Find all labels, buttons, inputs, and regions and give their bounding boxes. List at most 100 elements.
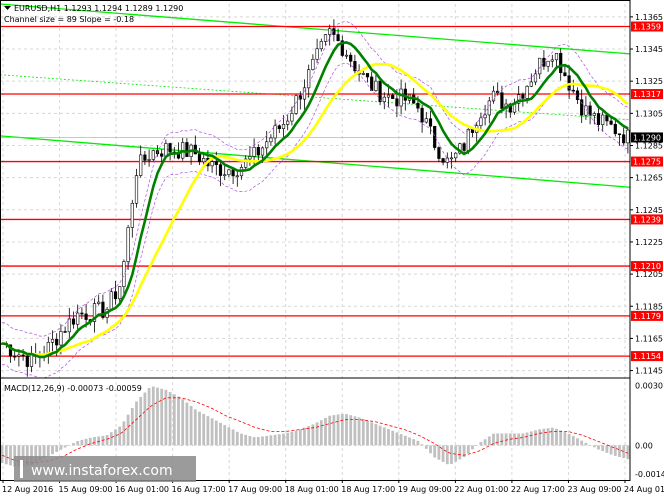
candle-body — [261, 148, 264, 155]
macd-histogram-bar — [601, 445, 604, 451]
candle-body — [551, 60, 554, 61]
macd-histogram-bar — [72, 443, 75, 445]
macd-histogram-bar — [589, 445, 592, 446]
candle-body — [400, 89, 403, 106]
candle-body — [614, 124, 617, 133]
candle-body — [593, 113, 596, 115]
macd-histogram-bar — [240, 434, 243, 446]
candle-body — [51, 339, 54, 342]
candle-body — [169, 143, 172, 152]
candle-body — [139, 155, 142, 176]
macd-histogram-bar — [295, 431, 298, 446]
macd-histogram-bar — [526, 433, 529, 446]
y-tick-label: 1.1345 — [635, 45, 663, 54]
macd-histogram-bar — [93, 437, 96, 445]
candle-body — [622, 135, 625, 143]
x-tick-label: 18 Aug 17:00 — [341, 485, 395, 494]
candle-body — [257, 147, 260, 155]
candle-body — [148, 159, 151, 160]
macd-tick-label: 0.00 — [635, 441, 653, 450]
macd-histogram-bar — [177, 397, 180, 446]
macd-histogram-bar — [186, 403, 189, 446]
macd-histogram-bar — [580, 441, 583, 446]
macd-histogram-bar — [597, 445, 600, 449]
candle-body — [488, 101, 491, 115]
macd-histogram-bar — [572, 436, 575, 445]
watermark-text: www.instaforex.com — [31, 463, 173, 479]
macd-histogram-bar — [118, 427, 121, 446]
candle-body — [543, 58, 546, 66]
candle-body — [396, 99, 399, 106]
macd-histogram-bar — [253, 437, 256, 445]
macd-histogram-bar — [190, 406, 193, 445]
candle-body — [135, 176, 138, 204]
macd-histogram-bar — [585, 443, 588, 446]
macd-histogram-bar — [488, 436, 491, 445]
candle-body — [362, 73, 365, 74]
candle-body — [597, 113, 600, 124]
candle-body — [131, 203, 134, 227]
macd-histogram-bar — [51, 445, 54, 454]
candle-body — [337, 35, 340, 41]
macd-histogram-bar — [320, 420, 323, 445]
macd-histogram-bar — [568, 434, 571, 445]
current-price-label: 1.1290 — [633, 133, 661, 142]
x-tick-label: 22 Aug 01:00 — [454, 485, 508, 494]
macd-histogram-bar — [110, 432, 113, 445]
macd-histogram-bar — [173, 394, 176, 445]
candle-body — [559, 53, 562, 72]
candle-body — [530, 82, 533, 86]
candle-body — [110, 292, 113, 310]
macd-histogram-bar — [198, 412, 201, 446]
candle-body — [76, 313, 79, 324]
macd-histogram-bar — [328, 416, 331, 446]
candle-body — [144, 155, 147, 160]
macd-histogram-bar — [249, 436, 252, 445]
macd-histogram-bar — [144, 393, 147, 446]
level-price-label: 1.1154 — [633, 352, 661, 361]
x-tick-label: 19 Aug 09:00 — [398, 485, 452, 494]
x-tick-label: 18 Aug 01:00 — [285, 485, 339, 494]
level-price-label: 1.1359 — [633, 23, 661, 32]
macd-histogram-bar — [618, 445, 621, 457]
macd-histogram-bar — [114, 429, 117, 445]
macd-histogram-bar — [232, 430, 235, 446]
macd-histogram-bar — [303, 428, 306, 446]
macd-histogram-bar — [316, 422, 319, 445]
macd-histogram-bar — [551, 428, 554, 446]
macd-histogram-bar — [454, 445, 457, 461]
y-tick-label: 1.1265 — [635, 174, 663, 183]
level-price-label: 1.1275 — [633, 158, 661, 167]
candle-body — [450, 158, 453, 159]
candle-body — [316, 49, 319, 60]
macd-histogram-bar — [131, 408, 134, 445]
macd-histogram-bar — [366, 421, 369, 446]
macd-histogram-bar — [5, 445, 8, 464]
macd-histogram-bar — [538, 429, 541, 445]
macd-histogram-bar — [139, 397, 142, 445]
candle-body — [345, 55, 348, 56]
macd-histogram-bar — [274, 435, 277, 446]
macd-histogram-bar — [341, 414, 344, 445]
candle-body — [454, 153, 457, 158]
macd-histogram-bar — [471, 445, 474, 449]
macd-histogram-bar — [421, 444, 424, 445]
macd-histogram-bar — [547, 428, 550, 445]
candle-body — [291, 113, 294, 121]
y-tick-label: 1.1145 — [635, 367, 663, 376]
x-tick-label: 16 Aug 01:00 — [115, 485, 169, 494]
macd-histogram-bar — [606, 445, 609, 452]
macd-histogram-bar — [622, 445, 625, 458]
candle-body — [387, 95, 390, 97]
macd-histogram-bar — [265, 436, 268, 445]
level-price-label: 1.1239 — [633, 215, 661, 224]
candle-body — [26, 356, 29, 367]
channel-header: Channel size = 89 Slope = -0.18 — [4, 15, 134, 24]
macd-histogram-bar — [433, 445, 436, 457]
candle-body — [202, 158, 205, 161]
candle-body — [555, 53, 558, 60]
candle-body — [324, 35, 327, 42]
macd-histogram-bar — [450, 445, 453, 464]
candle-body — [223, 175, 226, 176]
